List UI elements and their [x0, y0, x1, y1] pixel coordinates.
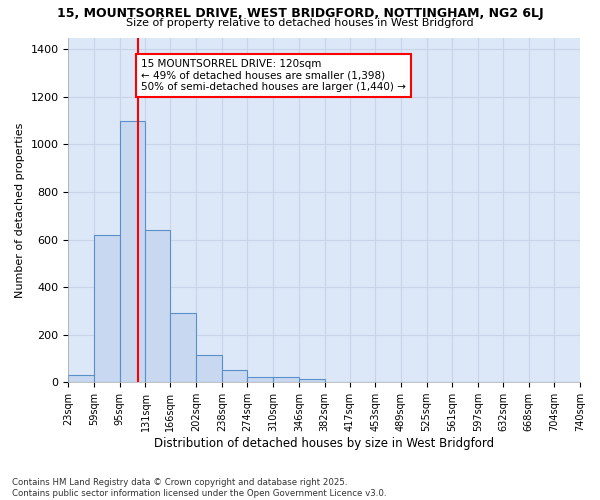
Bar — [68, 375, 94, 382]
Bar — [273, 377, 299, 382]
Bar — [145, 230, 170, 382]
Bar — [196, 355, 222, 382]
Y-axis label: Number of detached properties: Number of detached properties — [15, 122, 25, 298]
X-axis label: Distribution of detached houses by size in West Bridgford: Distribution of detached houses by size … — [154, 437, 494, 450]
Bar — [94, 235, 120, 382]
Bar — [247, 377, 273, 382]
Bar — [299, 379, 325, 382]
Bar — [120, 120, 145, 382]
Bar — [170, 314, 196, 382]
Text: Size of property relative to detached houses in West Bridgford: Size of property relative to detached ho… — [126, 18, 474, 28]
Text: Contains HM Land Registry data © Crown copyright and database right 2025.
Contai: Contains HM Land Registry data © Crown c… — [12, 478, 386, 498]
Text: 15 MOUNTSORREL DRIVE: 120sqm
← 49% of detached houses are smaller (1,398)
50% of: 15 MOUNTSORREL DRIVE: 120sqm ← 49% of de… — [141, 59, 406, 92]
Bar — [222, 370, 247, 382]
Text: 15, MOUNTSORREL DRIVE, WEST BRIDGFORD, NOTTINGHAM, NG2 6LJ: 15, MOUNTSORREL DRIVE, WEST BRIDGFORD, N… — [56, 8, 544, 20]
